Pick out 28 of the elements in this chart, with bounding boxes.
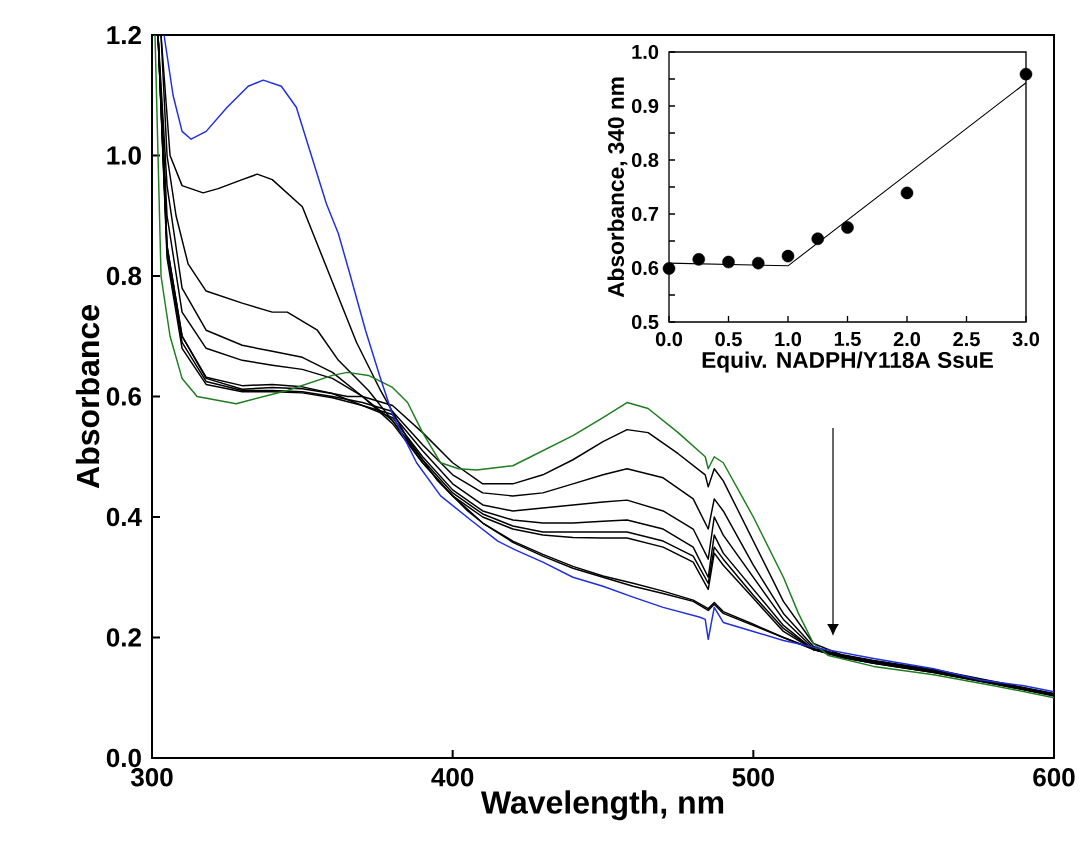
x-tick-label: 400	[431, 768, 474, 787]
x-tick-label: 0.5	[715, 332, 742, 347]
y-tick-label: 0.6	[106, 387, 142, 406]
y-tick-label: 0.0	[106, 748, 141, 768]
x-axis-title: Wavelength, nm	[480, 790, 724, 821]
x-axis-title: Equiv. NADPH/Y118A SsuE	[702, 351, 993, 373]
x-tick-label: 0.0	[655, 332, 683, 347]
x-tick-label: 500	[732, 768, 774, 787]
y-tick-label: 0.8	[106, 266, 142, 286]
x-tick-label: 600	[1033, 768, 1075, 787]
y-tick-label: 1.0	[632, 44, 659, 60]
y-tick-label: 0.8	[631, 152, 659, 168]
x-tick-label: 1.0	[775, 332, 802, 347]
y-tick-label: 0.5	[631, 314, 659, 330]
y-tick-label: 1.2	[107, 25, 141, 45]
x-tick-label: 1.5	[834, 332, 861, 346]
y-tick-label: 0.2	[106, 628, 141, 647]
x-tick-label: 300	[130, 768, 173, 787]
x-tick-label: 2.0	[893, 332, 921, 347]
x-tick-label: 3.0	[1012, 332, 1040, 347]
y-tick-label: 1.0	[107, 146, 141, 165]
y-tick-label: 0.6	[631, 260, 659, 276]
y-axis-title: Absorbance	[75, 305, 100, 489]
y-axis-title: Absorbance, 340 nm	[607, 77, 628, 298]
y-tick-label: 0.7	[631, 206, 659, 222]
y-tick-label: 0.9	[631, 98, 659, 114]
y-tick-label: 0.4	[106, 507, 142, 527]
x-tick-label: 2.5	[953, 332, 980, 347]
